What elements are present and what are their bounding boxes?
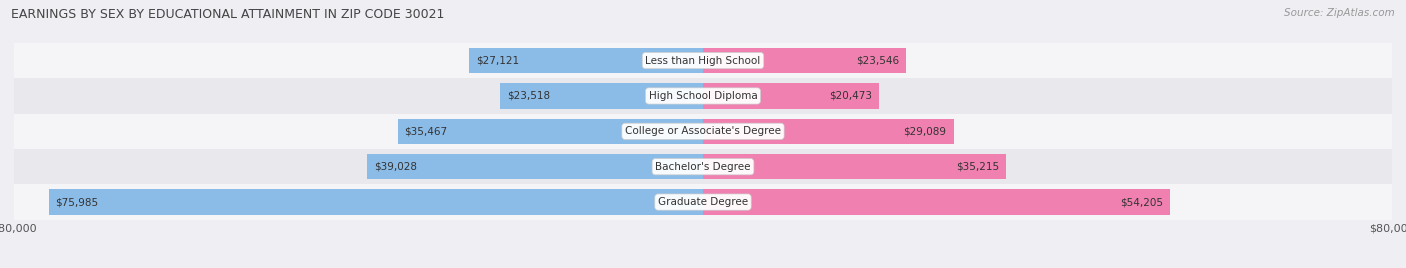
Bar xyxy=(703,118,953,144)
Text: $27,121: $27,121 xyxy=(477,55,519,66)
Bar xyxy=(14,114,1392,149)
Bar xyxy=(703,189,1170,215)
Text: EARNINGS BY SEX BY EDUCATIONAL ATTAINMENT IN ZIP CODE 30021: EARNINGS BY SEX BY EDUCATIONAL ATTAINMEN… xyxy=(11,8,444,21)
Text: $54,205: $54,205 xyxy=(1121,197,1163,207)
Bar xyxy=(703,154,1007,180)
Text: $39,028: $39,028 xyxy=(374,162,416,172)
Bar xyxy=(703,48,905,73)
Text: $20,473: $20,473 xyxy=(830,91,872,101)
Text: $23,546: $23,546 xyxy=(856,55,898,66)
Bar xyxy=(14,149,1392,184)
Bar xyxy=(367,154,703,180)
Bar xyxy=(703,83,879,109)
Text: $35,215: $35,215 xyxy=(956,162,1000,172)
Text: Less than High School: Less than High School xyxy=(645,55,761,66)
Bar xyxy=(470,48,703,73)
Bar xyxy=(14,184,1392,220)
Text: Graduate Degree: Graduate Degree xyxy=(658,197,748,207)
Bar xyxy=(49,189,703,215)
Bar xyxy=(398,118,703,144)
Text: $75,985: $75,985 xyxy=(55,197,98,207)
Bar xyxy=(14,78,1392,114)
Text: $23,518: $23,518 xyxy=(508,91,551,101)
Bar xyxy=(501,83,703,109)
Text: $29,089: $29,089 xyxy=(904,126,946,136)
Bar xyxy=(14,43,1392,78)
Text: $35,467: $35,467 xyxy=(405,126,447,136)
Text: College or Associate's Degree: College or Associate's Degree xyxy=(626,126,780,136)
Text: Source: ZipAtlas.com: Source: ZipAtlas.com xyxy=(1284,8,1395,18)
Text: Bachelor's Degree: Bachelor's Degree xyxy=(655,162,751,172)
Text: High School Diploma: High School Diploma xyxy=(648,91,758,101)
